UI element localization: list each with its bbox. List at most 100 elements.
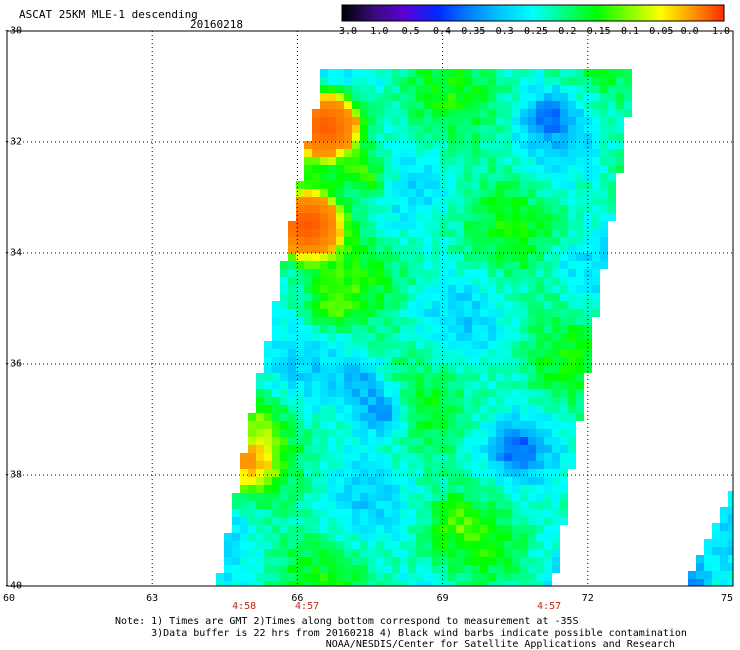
swath-cell bbox=[416, 509, 424, 517]
swath-cell bbox=[488, 141, 496, 149]
swath-cell bbox=[536, 557, 544, 565]
swath-cell bbox=[504, 517, 512, 525]
swath-cell bbox=[576, 69, 584, 77]
swath-cell bbox=[336, 229, 344, 237]
swath-cell bbox=[344, 165, 352, 173]
swath-cell bbox=[248, 469, 256, 477]
swath-cell bbox=[496, 85, 504, 93]
swath-cell bbox=[232, 493, 240, 501]
swath-cell bbox=[520, 349, 528, 357]
swath-cell bbox=[336, 525, 344, 533]
swath-cell bbox=[376, 365, 384, 373]
swath-cell bbox=[496, 197, 504, 205]
swath-cell bbox=[464, 301, 472, 309]
swath-cell bbox=[560, 405, 568, 413]
swath-cell bbox=[288, 413, 296, 421]
swath-cell bbox=[440, 445, 448, 453]
swath-cell bbox=[352, 213, 360, 221]
swath-cell bbox=[312, 309, 320, 317]
swath-cell bbox=[384, 205, 392, 213]
swath-cell bbox=[352, 517, 360, 525]
swath-cell bbox=[552, 173, 560, 181]
swath-cell bbox=[560, 509, 568, 517]
swath-cell bbox=[408, 445, 416, 453]
swath-cell bbox=[296, 277, 304, 285]
swath-cell bbox=[368, 469, 376, 477]
swath-cell bbox=[512, 93, 520, 101]
swath-cell bbox=[728, 515, 733, 523]
swath-cell bbox=[448, 293, 456, 301]
swath-cell bbox=[328, 565, 336, 573]
swath-cell bbox=[512, 181, 520, 189]
swath-cell bbox=[544, 349, 552, 357]
swath-cell bbox=[432, 533, 440, 541]
swath-cell bbox=[360, 133, 368, 141]
swath-cell bbox=[408, 333, 416, 341]
swath-cell bbox=[384, 101, 392, 109]
swath-cell bbox=[328, 261, 336, 269]
swath-cell bbox=[416, 301, 424, 309]
colorbar bbox=[341, 4, 725, 22]
swath-cell bbox=[432, 549, 440, 557]
swath-cell bbox=[344, 117, 352, 125]
swath-cell bbox=[240, 541, 248, 549]
swath-cell bbox=[496, 301, 504, 309]
swath-cell bbox=[296, 261, 304, 269]
swath-cell bbox=[336, 181, 344, 189]
swath-cell bbox=[368, 389, 376, 397]
swath-cell bbox=[336, 565, 344, 573]
swath-cell bbox=[240, 509, 248, 517]
swath-cell bbox=[448, 165, 456, 173]
swath-cell bbox=[312, 461, 320, 469]
swath-cell bbox=[560, 77, 568, 85]
swath-cell bbox=[560, 189, 568, 197]
swath-cell bbox=[336, 101, 344, 109]
swath-cell bbox=[512, 85, 520, 93]
swath-cell bbox=[328, 237, 336, 245]
swath-cell bbox=[280, 469, 288, 477]
swath-cell bbox=[568, 413, 576, 421]
swath-cell bbox=[272, 421, 280, 429]
swath-cell bbox=[568, 261, 576, 269]
swath-cell bbox=[336, 397, 344, 405]
swath-cell bbox=[368, 197, 376, 205]
swath-cell bbox=[408, 581, 416, 586]
swath-cell bbox=[536, 357, 544, 365]
swath-cell bbox=[328, 533, 336, 541]
swath-cell bbox=[488, 93, 496, 101]
swath-cell bbox=[368, 509, 376, 517]
swath-cell bbox=[368, 277, 376, 285]
swath-cell bbox=[504, 293, 512, 301]
swath-cell bbox=[576, 197, 584, 205]
swath-cell bbox=[488, 413, 496, 421]
swath-cell bbox=[472, 573, 480, 581]
swath-cell bbox=[456, 549, 464, 557]
swath-cell bbox=[512, 469, 520, 477]
swath-cell bbox=[368, 85, 376, 93]
swath-cell bbox=[552, 117, 560, 125]
swath-cell bbox=[256, 541, 264, 549]
swath-cell bbox=[440, 485, 448, 493]
swath-cell bbox=[448, 541, 456, 549]
swath-cell bbox=[480, 285, 488, 293]
swath-cell bbox=[496, 541, 504, 549]
swath-cell bbox=[448, 333, 456, 341]
swath-cell bbox=[616, 157, 624, 165]
swath-cell bbox=[576, 397, 584, 405]
swath-cell bbox=[536, 125, 544, 133]
swath-cell bbox=[488, 85, 496, 93]
swath-cell bbox=[304, 149, 312, 157]
swath-cell bbox=[416, 325, 424, 333]
swath-cell bbox=[376, 101, 384, 109]
swath-cell bbox=[280, 517, 288, 525]
swath-cell bbox=[544, 557, 552, 565]
swath-cell bbox=[368, 101, 376, 109]
swath-cell bbox=[560, 93, 568, 101]
swath-cell bbox=[472, 85, 480, 93]
swath-cell bbox=[424, 133, 432, 141]
swath-cell bbox=[352, 389, 360, 397]
swath-cell bbox=[520, 221, 528, 229]
swath-cell bbox=[312, 509, 320, 517]
swath-cell bbox=[528, 469, 536, 477]
swath-cell bbox=[312, 517, 320, 525]
